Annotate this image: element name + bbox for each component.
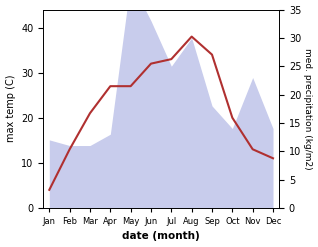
Y-axis label: med. precipitation (kg/m2): med. precipitation (kg/m2) xyxy=(303,48,313,169)
Y-axis label: max temp (C): max temp (C) xyxy=(5,75,16,143)
X-axis label: date (month): date (month) xyxy=(122,231,200,242)
